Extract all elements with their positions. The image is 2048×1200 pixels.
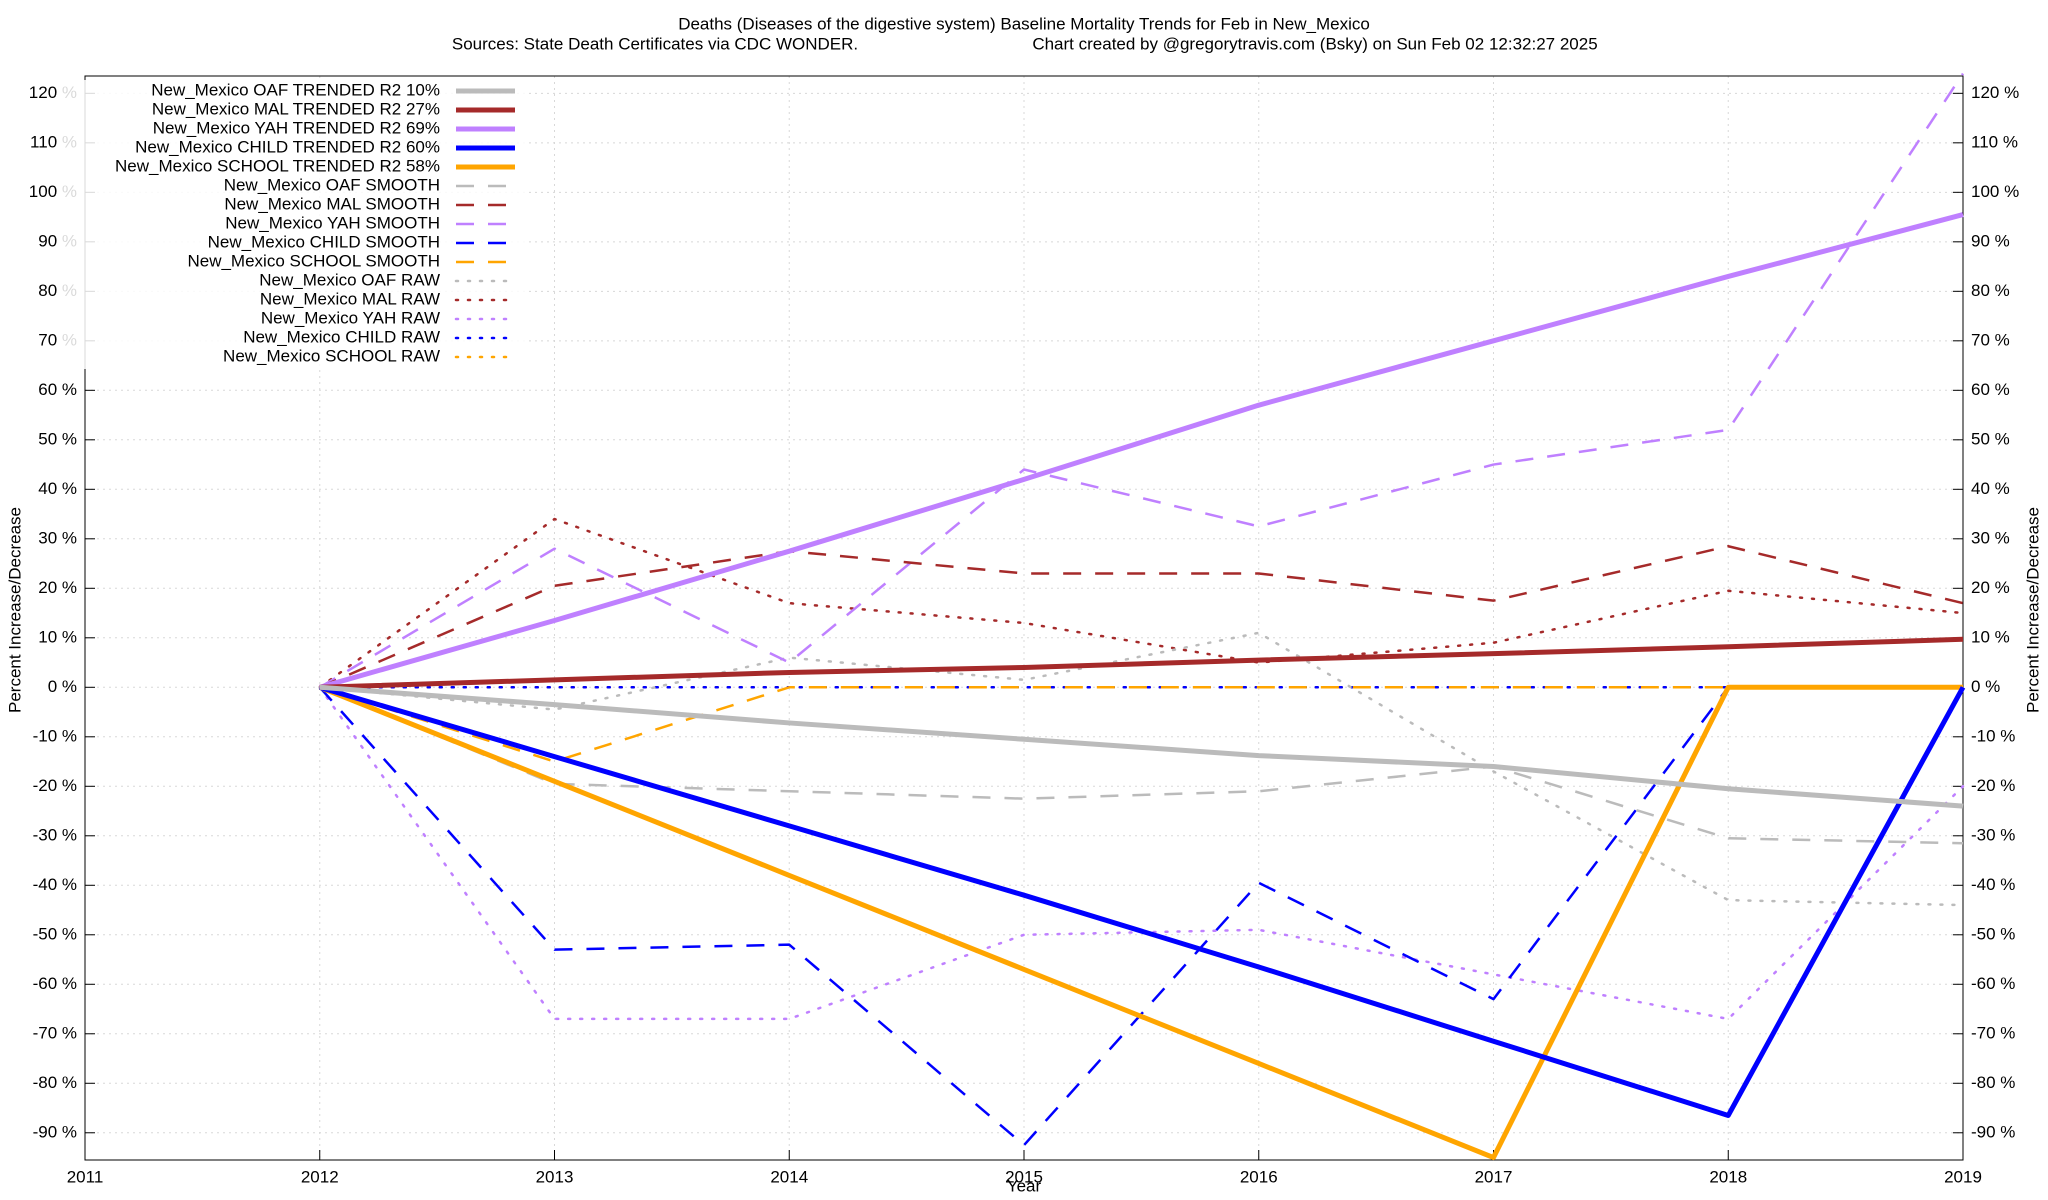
y-tick-label: 60 % [38,380,77,399]
y2-tick-label: 80 % [1971,281,2010,300]
y2-tick-label: 70 % [1971,330,2010,349]
y-tick-label: -30 % [33,825,77,844]
x-tick-label: 2014 [770,1167,808,1186]
x-tick-label: 2019 [1944,1167,1982,1186]
x-tick-label: 2017 [1475,1167,1513,1186]
y-tick-label: 10 % [38,627,77,646]
legend-label: New_Mexico CHILD RAW [243,327,440,346]
y-tick-label: -20 % [33,776,77,795]
y-tick-label: -60 % [33,974,77,993]
legend-label: New_Mexico OAF RAW [259,270,440,289]
y2-tick-label: -30 % [1971,825,2015,844]
chart-title: Deaths (Diseases of the digestive system… [678,14,1370,33]
chart-credit: Chart created by @gregorytravis.com (Bsk… [1032,34,1597,53]
series-line [318,684,1963,1161]
y-tick-label: -50 % [33,924,77,943]
y-tick-label: 0 % [48,677,77,696]
series-line [319,636,1964,690]
y2-tick-label: 90 % [1971,231,2010,250]
legend-label: New_Mexico MAL SMOOTH [224,194,440,213]
legend-label: New_Mexico CHILD SMOOTH [208,232,440,251]
x-tick-label: 2012 [301,1167,339,1186]
y2-tick-label: 60 % [1971,380,2010,399]
y2-tick-label: -60 % [1971,974,2015,993]
y-tick-label: -70 % [33,1023,77,1042]
y2-tick-label: -70 % [1971,1023,2015,1042]
y-axis-label: Percent Increase/Decrease [5,507,24,713]
y-tick-label: 20 % [38,578,77,597]
y2-tick-label: 30 % [1971,528,2010,547]
x-axis-label: Year [1007,1176,1042,1195]
y-tick-label: -10 % [33,726,77,745]
y-tick-label: -80 % [33,1073,77,1092]
legend-label: New_Mexico OAF TRENDED R2 10% [151,80,440,99]
legend-label: New_Mexico SCHOOL RAW [223,346,440,365]
legend-label: New_Mexico MAL TRENDED R2 27% [152,99,440,118]
legend-label: New_Mexico YAH TRENDED R2 69% [153,118,440,137]
legend-label: New_Mexico YAH SMOOTH [225,213,440,232]
plot-frame [84,75,1964,1161]
y2-tick-label: 100 % [1971,182,2019,201]
y2-tick-label: 50 % [1971,429,2010,448]
x-tick-label: 2016 [1240,1167,1278,1186]
y2-tick-label: 40 % [1971,479,2010,498]
y2-tick-label: 10 % [1971,627,2010,646]
series-line [319,544,1964,689]
legend-label: New_Mexico SCHOOL SMOOTH [187,251,440,270]
y2-tick-label: -20 % [1971,776,2015,795]
chart-subtitle: Sources: State Death Certificates via CD… [452,34,858,53]
x-tick-label: 2015 [1005,1167,1043,1186]
x-tick-label: 2011 [67,1167,104,1186]
y2-tick-label: -80 % [1971,1073,2015,1092]
y2-tick-label: 110 % [1971,132,2018,151]
y2-tick-label: -10 % [1971,726,2015,745]
y-tick-label: -90 % [33,1122,77,1141]
y-tick-label: -40 % [33,875,77,894]
x-tick-label: 2013 [536,1167,574,1186]
legend-label: New_Mexico OAF SMOOTH [224,175,440,194]
series-line [319,72,1965,689]
x-tick-label: 2018 [1709,1167,1747,1186]
series-line [319,212,1964,690]
series-line [319,684,1964,809]
series-line [318,631,1965,907]
series-line [319,684,1966,1118]
legend-background [60,80,525,369]
y2-axis-label: Percent Increase/Decrease [2023,507,2042,713]
y2-tick-label: -40 % [1971,875,2015,894]
y2-tick-label: -90 % [1971,1122,2015,1141]
legend-label: New_Mexico MAL RAW [260,289,440,308]
y2-tick-label: -50 % [1971,924,2015,943]
legend-label: New_Mexico CHILD TRENDED R2 60% [135,137,440,156]
y-tick-label: 40 % [38,479,77,498]
legend-label: New_Mexico YAH RAW [261,308,440,327]
y-tick-label: 30 % [38,528,77,547]
y2-tick-label: 0 % [1971,677,2000,696]
legend-label: New_Mexico SCHOOL TRENDED R2 58% [115,156,440,175]
series-line [319,686,1964,845]
y2-tick-label: 120 % [1971,83,2019,102]
y-tick-label: 50 % [38,429,77,448]
series-line [319,686,1963,763]
y2-tick-label: 20 % [1971,578,2010,597]
